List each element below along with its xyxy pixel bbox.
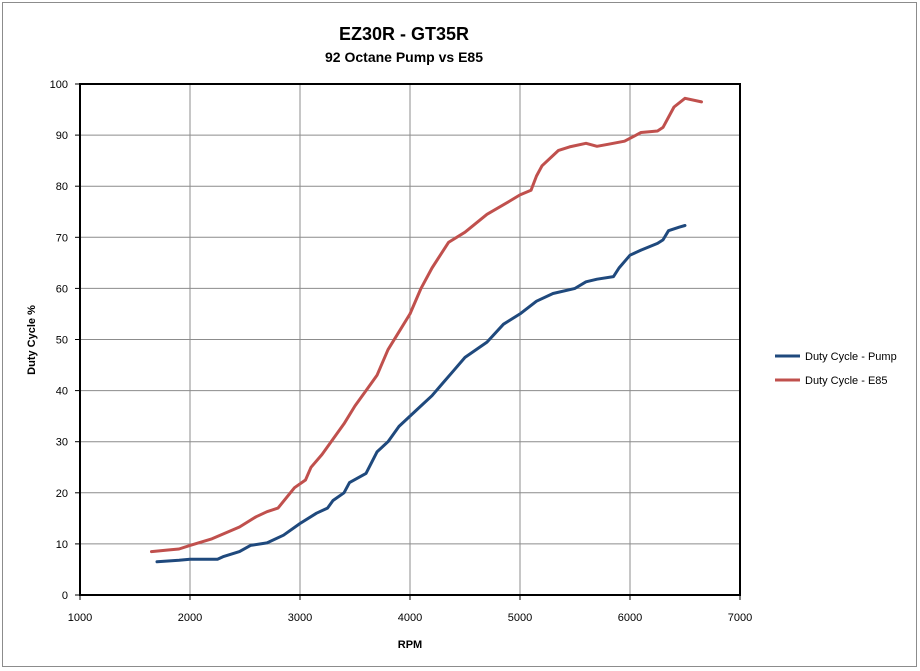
y-tick-label: 30 — [56, 437, 68, 449]
x-tick-label: 4000 — [398, 612, 422, 624]
y-tick-label: 80 — [56, 181, 68, 193]
x-tick-label: 1000 — [68, 612, 92, 624]
y-tick-label: 50 — [56, 335, 68, 347]
x-tick-label: 7000 — [728, 612, 752, 624]
y-tick-label: 10 — [56, 539, 68, 551]
x-tick-label: 6000 — [618, 612, 642, 624]
legend-label-e85: Duty Cycle - E85 — [805, 375, 888, 387]
x-axis-label: RPM — [398, 639, 422, 651]
grid — [80, 84, 740, 595]
y-tick-label: 0 — [62, 590, 68, 602]
legend-label-pump: Duty Cycle - Pump — [805, 351, 897, 363]
tick-labels: 0 10 20 30 40 50 60 70 80 90 100 1000 2000 3000 4000 50… — [50, 79, 753, 624]
series-line-pump — [155, 224, 687, 564]
x-tick-label: 3000 — [288, 612, 312, 624]
y-tick-label: 40 — [56, 386, 68, 398]
chart-subtitle: 92 Octane Pump vs E85 — [325, 49, 483, 65]
y-tick-label: 90 — [56, 130, 68, 142]
series-line-e85 — [150, 96, 703, 554]
y-tick-label: 100 — [50, 79, 68, 91]
y-tick-label: 60 — [56, 283, 68, 295]
x-tick-label: 5000 — [508, 612, 532, 624]
y-axis-label: Duty Cycle % — [26, 305, 38, 375]
y-tick-label: 20 — [56, 488, 68, 500]
x-tick-label: 2000 — [178, 612, 202, 624]
chart-title: EZ30R - GT35R — [339, 24, 469, 44]
series-lines — [150, 96, 703, 564]
legend: Duty Cycle - Pump Duty Cycle - E85 — [775, 351, 897, 387]
y-tick-label: 70 — [56, 232, 68, 244]
